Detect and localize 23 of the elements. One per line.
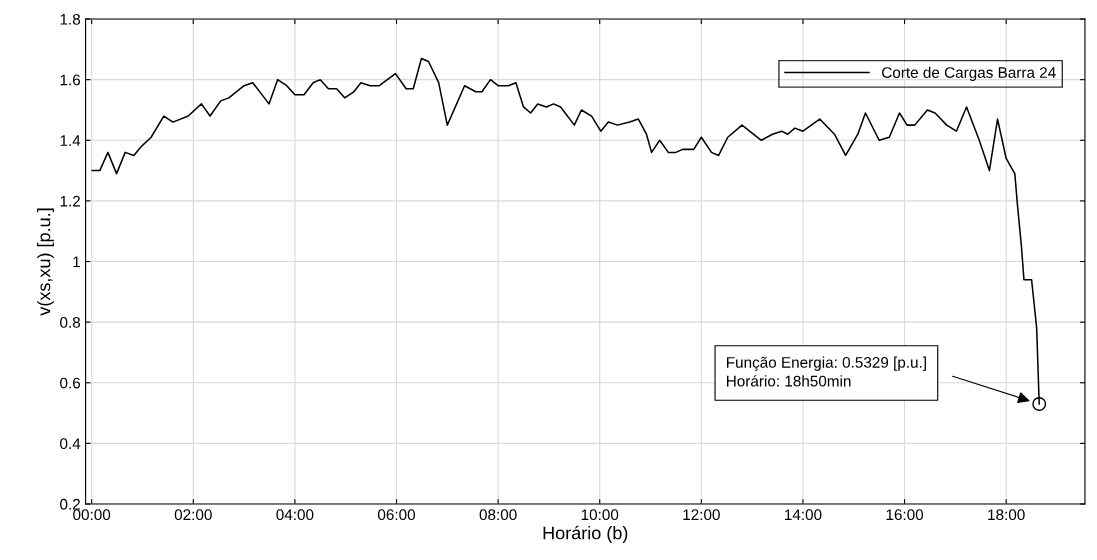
- y-tick-label: 0.2: [60, 498, 80, 510]
- y-tick-label: 1.6: [60, 74, 81, 86]
- y-tick-label: 0.6: [60, 377, 81, 389]
- annotation: Função Energia: 0.5329 [p.u.] Horário: 18h50min: [727, 356, 926, 387]
- x-tick-label: 16:00: [886, 509, 924, 521]
- x-tick-label: 00:00: [73, 509, 111, 521]
- y-tick-label: 0.8: [60, 317, 81, 328]
- x-tick-label: 02:00: [174, 509, 212, 521]
- y-tick-label: 1.4: [60, 135, 81, 146]
- x-tick-label: 12:00: [683, 509, 720, 521]
- x-tick-label: 06:00: [377, 509, 416, 521]
- x-axis-title: Horário (b): [543, 525, 628, 543]
- y-axis-title: v(xs,xu) [p.u.]: [37, 208, 54, 316]
- y-tick-label: 1: [73, 256, 80, 268]
- y-tick-label: 1.2: [60, 195, 80, 207]
- x-tick-label: 14:00: [785, 509, 822, 521]
- x-tick-label: 18:00: [988, 509, 1025, 521]
- x-tick-label: 10:00: [581, 509, 619, 521]
- y-tick-label: 1.8: [60, 13, 81, 25]
- x-tick-label: 04:00: [276, 509, 314, 521]
- x-tick-label: 08:00: [479, 509, 517, 521]
- y-tick-label: 0.4: [60, 438, 81, 450]
- legend-label: Corte de Cargas Barra 24: [882, 66, 1056, 81]
